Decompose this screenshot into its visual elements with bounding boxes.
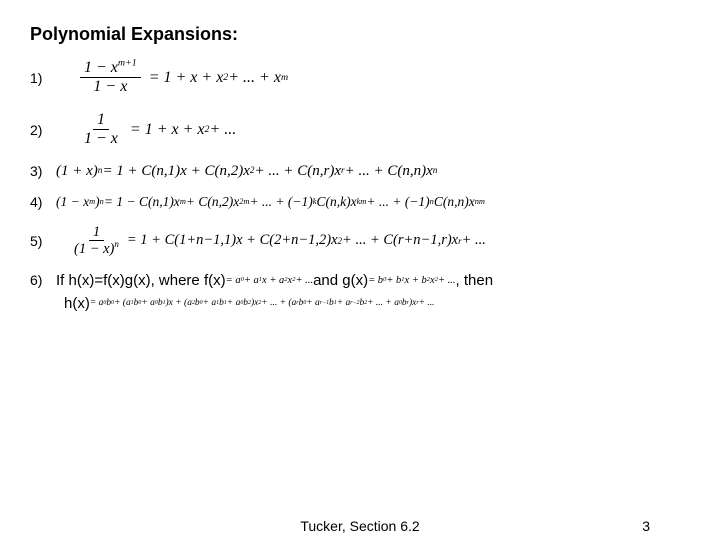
item-1: 1) 1 − xm+1 1 − x = 1 + x + x2 + ... + x… [30, 59, 690, 97]
item-1-eq: 1 − xm+1 1 − x = 1 + x + x2 + ... + xm [76, 59, 288, 97]
item-5-num: 5) [30, 233, 56, 249]
item-2-eq: 1 1 − x = 1 + x + x2 + ... [76, 111, 236, 149]
footer-source: Tucker, Section 6.2 [300, 518, 419, 534]
footer-page-number: 3 [642, 518, 650, 534]
item-2-num: 2) [30, 122, 56, 138]
item-3-eq: (1 + x)n = 1 + C(n,1)x + C(n,2)x2 + ... … [56, 163, 437, 180]
item-6: 6) If h(x)=f(x)g(x), where f(x) = a0 + a… [30, 272, 690, 312]
item-6-hx: = a0b0 + (a1b0 + a0b1)x + (a2b0 + a1b1 +… [90, 298, 435, 308]
item-5: 5) 1 (1 − x)n = 1 + C(1+n−1,1)x + C(2+n−… [30, 224, 690, 258]
item-3-num: 3) [30, 163, 56, 179]
item-2: 2) 1 1 − x = 1 + x + x2 + ... [30, 111, 690, 149]
item-4-eq: (1 − xm)n = 1 − C(n,1)xm + C(n,2)x2m + .… [56, 194, 485, 210]
item-6-hx-label: h(x) [64, 295, 90, 312]
item-5-eq: 1 (1 − x)n = 1 + C(1+n−1,1)x + C(2+n−1,2… [66, 224, 486, 258]
item-6-gx: = b0 + b1x + b2x2 + ... [368, 275, 455, 286]
page-title: Polynomial Expansions: [30, 24, 690, 45]
item-6-intro-a: If h(x)=f(x)g(x), where f(x) [56, 272, 226, 289]
slide: Polynomial Expansions: 1) 1 − xm+1 1 − x… [0, 0, 720, 540]
item-4-num: 4) [30, 194, 56, 210]
item-6-intro-c: , then [456, 272, 494, 289]
item-6-fx: = a0 + a1x + a2x2 + ... [226, 275, 313, 286]
item-6-intro-b: and g(x) [313, 272, 368, 289]
item-1-num: 1) [30, 70, 56, 86]
item-3: 3) (1 + x)n = 1 + C(n,1)x + C(n,2)x2 + .… [30, 163, 690, 180]
item-6-num: 6) [30, 272, 56, 288]
item-4: 4) (1 − xm)n = 1 − C(n,1)xm + C(n,2)x2m … [30, 194, 690, 210]
